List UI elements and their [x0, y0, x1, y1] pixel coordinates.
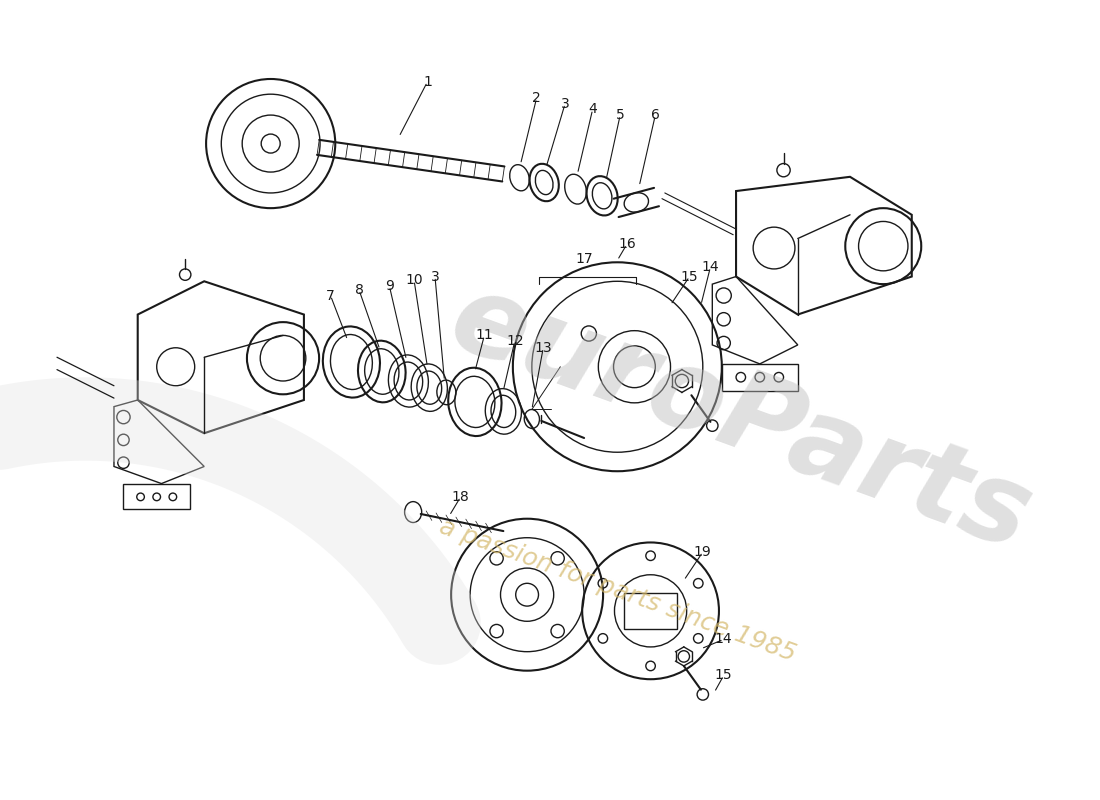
Text: 3: 3	[430, 270, 439, 283]
Text: 12: 12	[506, 334, 524, 348]
Text: 11: 11	[475, 329, 493, 342]
Text: euroParts: euroParts	[437, 265, 1045, 574]
Text: 16: 16	[618, 238, 636, 251]
Text: 1: 1	[422, 75, 432, 89]
Text: 13: 13	[535, 341, 552, 354]
Text: 4: 4	[588, 102, 597, 116]
Text: 14: 14	[715, 632, 733, 646]
Text: 8: 8	[354, 283, 363, 297]
Text: 5: 5	[616, 108, 625, 122]
Text: a passion for parts since 1985: a passion for parts since 1985	[436, 514, 799, 666]
Text: 2: 2	[532, 91, 541, 105]
Text: 9: 9	[385, 279, 394, 293]
Text: 15: 15	[681, 270, 698, 283]
Text: 6: 6	[651, 108, 660, 122]
Text: 18: 18	[452, 490, 470, 504]
Text: 14: 14	[702, 260, 719, 274]
Text: 3: 3	[561, 97, 570, 110]
Text: 17: 17	[575, 253, 593, 266]
Text: 19: 19	[694, 545, 712, 559]
Text: 15: 15	[715, 669, 733, 682]
Text: 7: 7	[326, 289, 334, 302]
Text: 10: 10	[405, 274, 422, 287]
